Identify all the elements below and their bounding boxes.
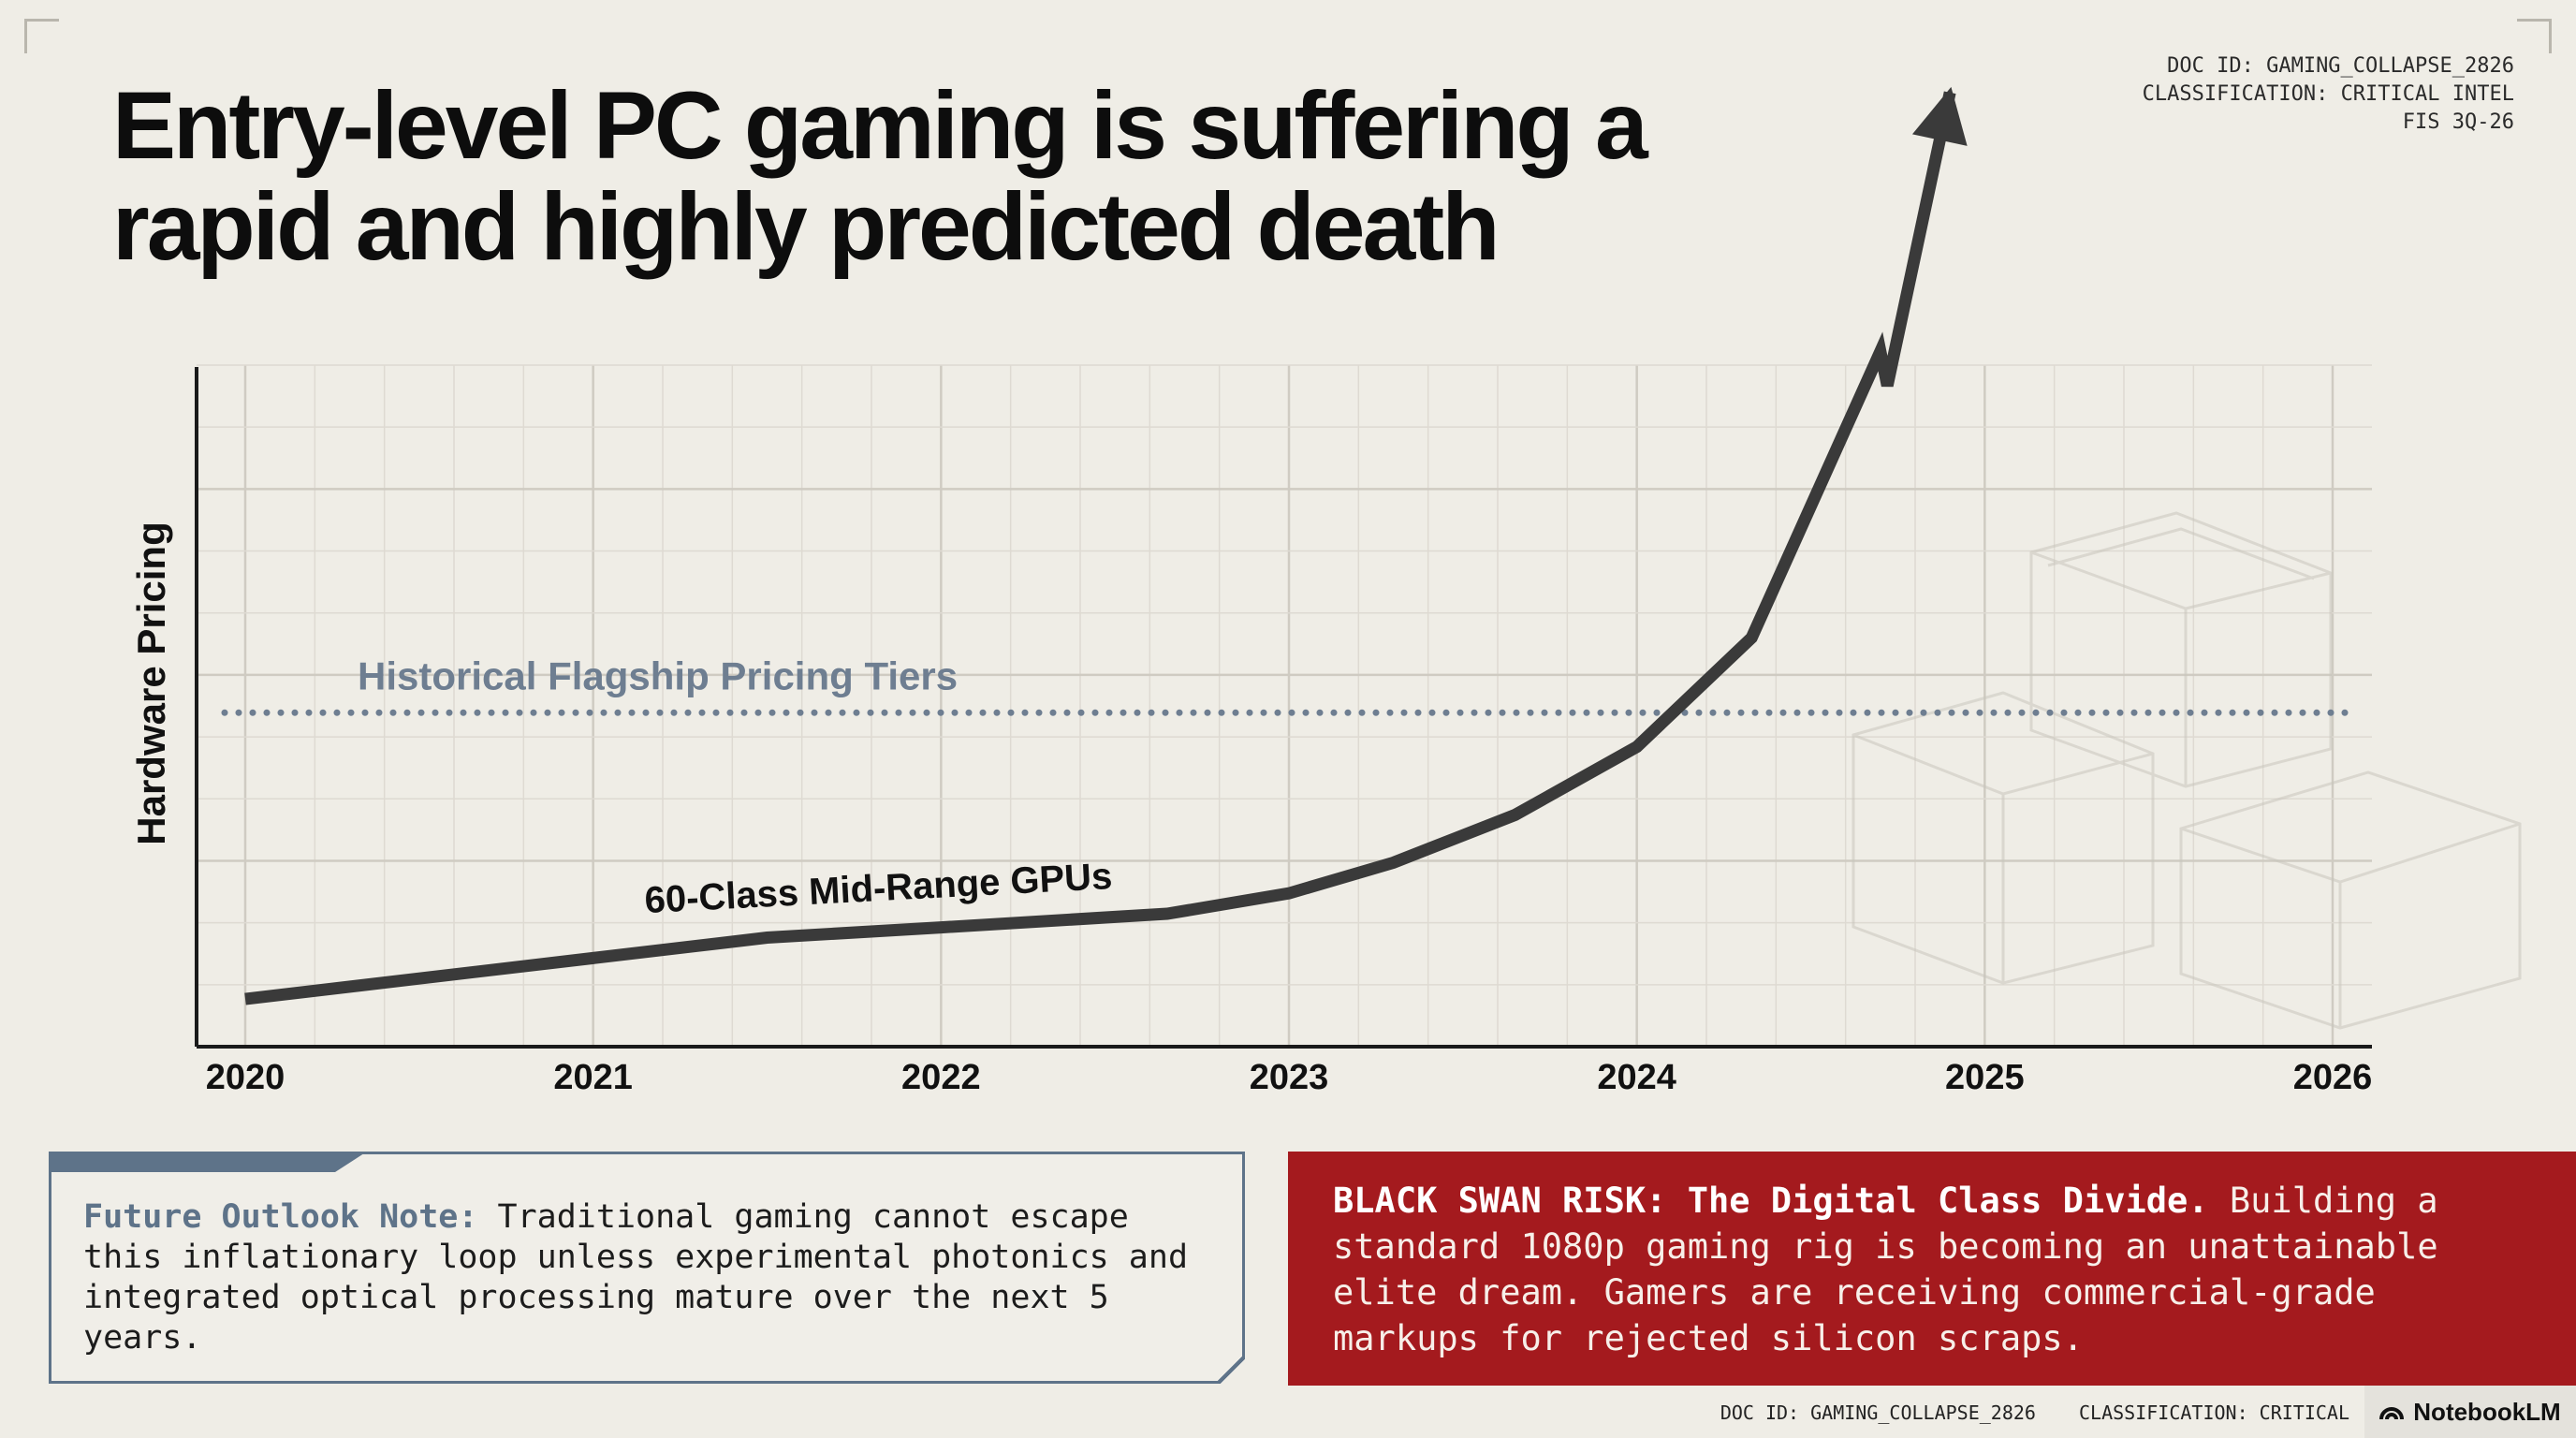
note-body: Traditional gaming cannot escape this in…: [83, 1198, 1189, 1357]
pricing-chart: Historical Flagship Pricing Tiers 60-Cla…: [129, 86, 2522, 1097]
risk-text: BLACK SWAN RISK: The Digital Class Divid…: [1333, 1178, 2540, 1361]
notebooklm-label: NotebookLM: [2413, 1397, 2561, 1426]
crates-illustration: [1852, 511, 2522, 1030]
reference-line-group: Historical Flagship Pricing Tiers: [221, 653, 2353, 716]
note-tab: [49, 1152, 367, 1172]
x-tick-label: 2026: [2293, 1058, 2373, 1097]
corner-mark-top-right: [2517, 19, 2552, 53]
footer: DOC ID: GAMING_COLLAPSE_2826 CLASSIFICAT…: [1689, 1401, 2349, 1424]
x-tick-label: 2020: [206, 1058, 285, 1097]
x-tick-label: 2024: [1597, 1058, 1676, 1097]
risk-body: Building a standard 1080p gaming rig is …: [1333, 1181, 2438, 1358]
series-arrowhead: [1911, 86, 1968, 146]
page-title: Entry-level PC gaming is suffering a rap…: [112, 72, 1648, 280]
period: FIS 3Q-26: [2402, 110, 2514, 134]
note-text: Future Outlook Note: Traditional gaming …: [83, 1197, 1207, 1358]
corner-mark-top-left: [24, 19, 59, 53]
note-corner-cut: [1217, 1356, 1245, 1384]
footer-classification: CLASSIFICATION: CRITICAL: [2079, 1401, 2349, 1424]
classification: CLASSIFICATION: CRITICAL INTEL: [2142, 82, 2514, 106]
doc-meta: DOC ID: GAMING_COLLAPSE_2826 CLASSIFICAT…: [2143, 52, 2514, 137]
series-label: 60-Class Mid-Range GPUs: [644, 856, 1114, 921]
footer-doc-id: DOC ID: GAMING_COLLAPSE_2826: [1720, 1401, 2036, 1424]
notebooklm-icon: [2379, 1407, 2405, 1420]
notebooklm-badge[interactable]: NotebookLM: [2364, 1386, 2576, 1438]
note-heading: Future Outlook Note:: [83, 1198, 478, 1236]
x-tick-label: 2025: [1945, 1058, 2025, 1097]
doc-id: DOC ID: GAMING_COLLAPSE_2826: [2167, 54, 2514, 78]
x-tick-label: 2023: [1250, 1058, 1329, 1097]
future-outlook-note: Future Outlook Note: Traditional gaming …: [49, 1152, 1245, 1384]
x-tick-labels: 2020 2021 2022 2023 2024 2025 2026: [206, 1058, 2373, 1097]
series-line-60-class: [244, 91, 1956, 1005]
x-tick-label: 2022: [901, 1058, 981, 1097]
reference-line-label: Historical Flagship Pricing Tiers: [358, 653, 958, 697]
series-group: 60-Class Mid-Range GPUs: [244, 86, 1968, 1005]
risk-heading: BLACK SWAN RISK: The Digital Class Divid…: [1333, 1181, 2209, 1221]
y-axis-label: Hardware Pricing: [129, 521, 173, 844]
black-swan-risk-box: BLACK SWAN RISK: The Digital Class Divid…: [1288, 1152, 2576, 1386]
chart-axes: [195, 367, 2372, 1049]
chart-grid: [197, 364, 2372, 1049]
x-tick-label: 2021: [553, 1058, 633, 1097]
